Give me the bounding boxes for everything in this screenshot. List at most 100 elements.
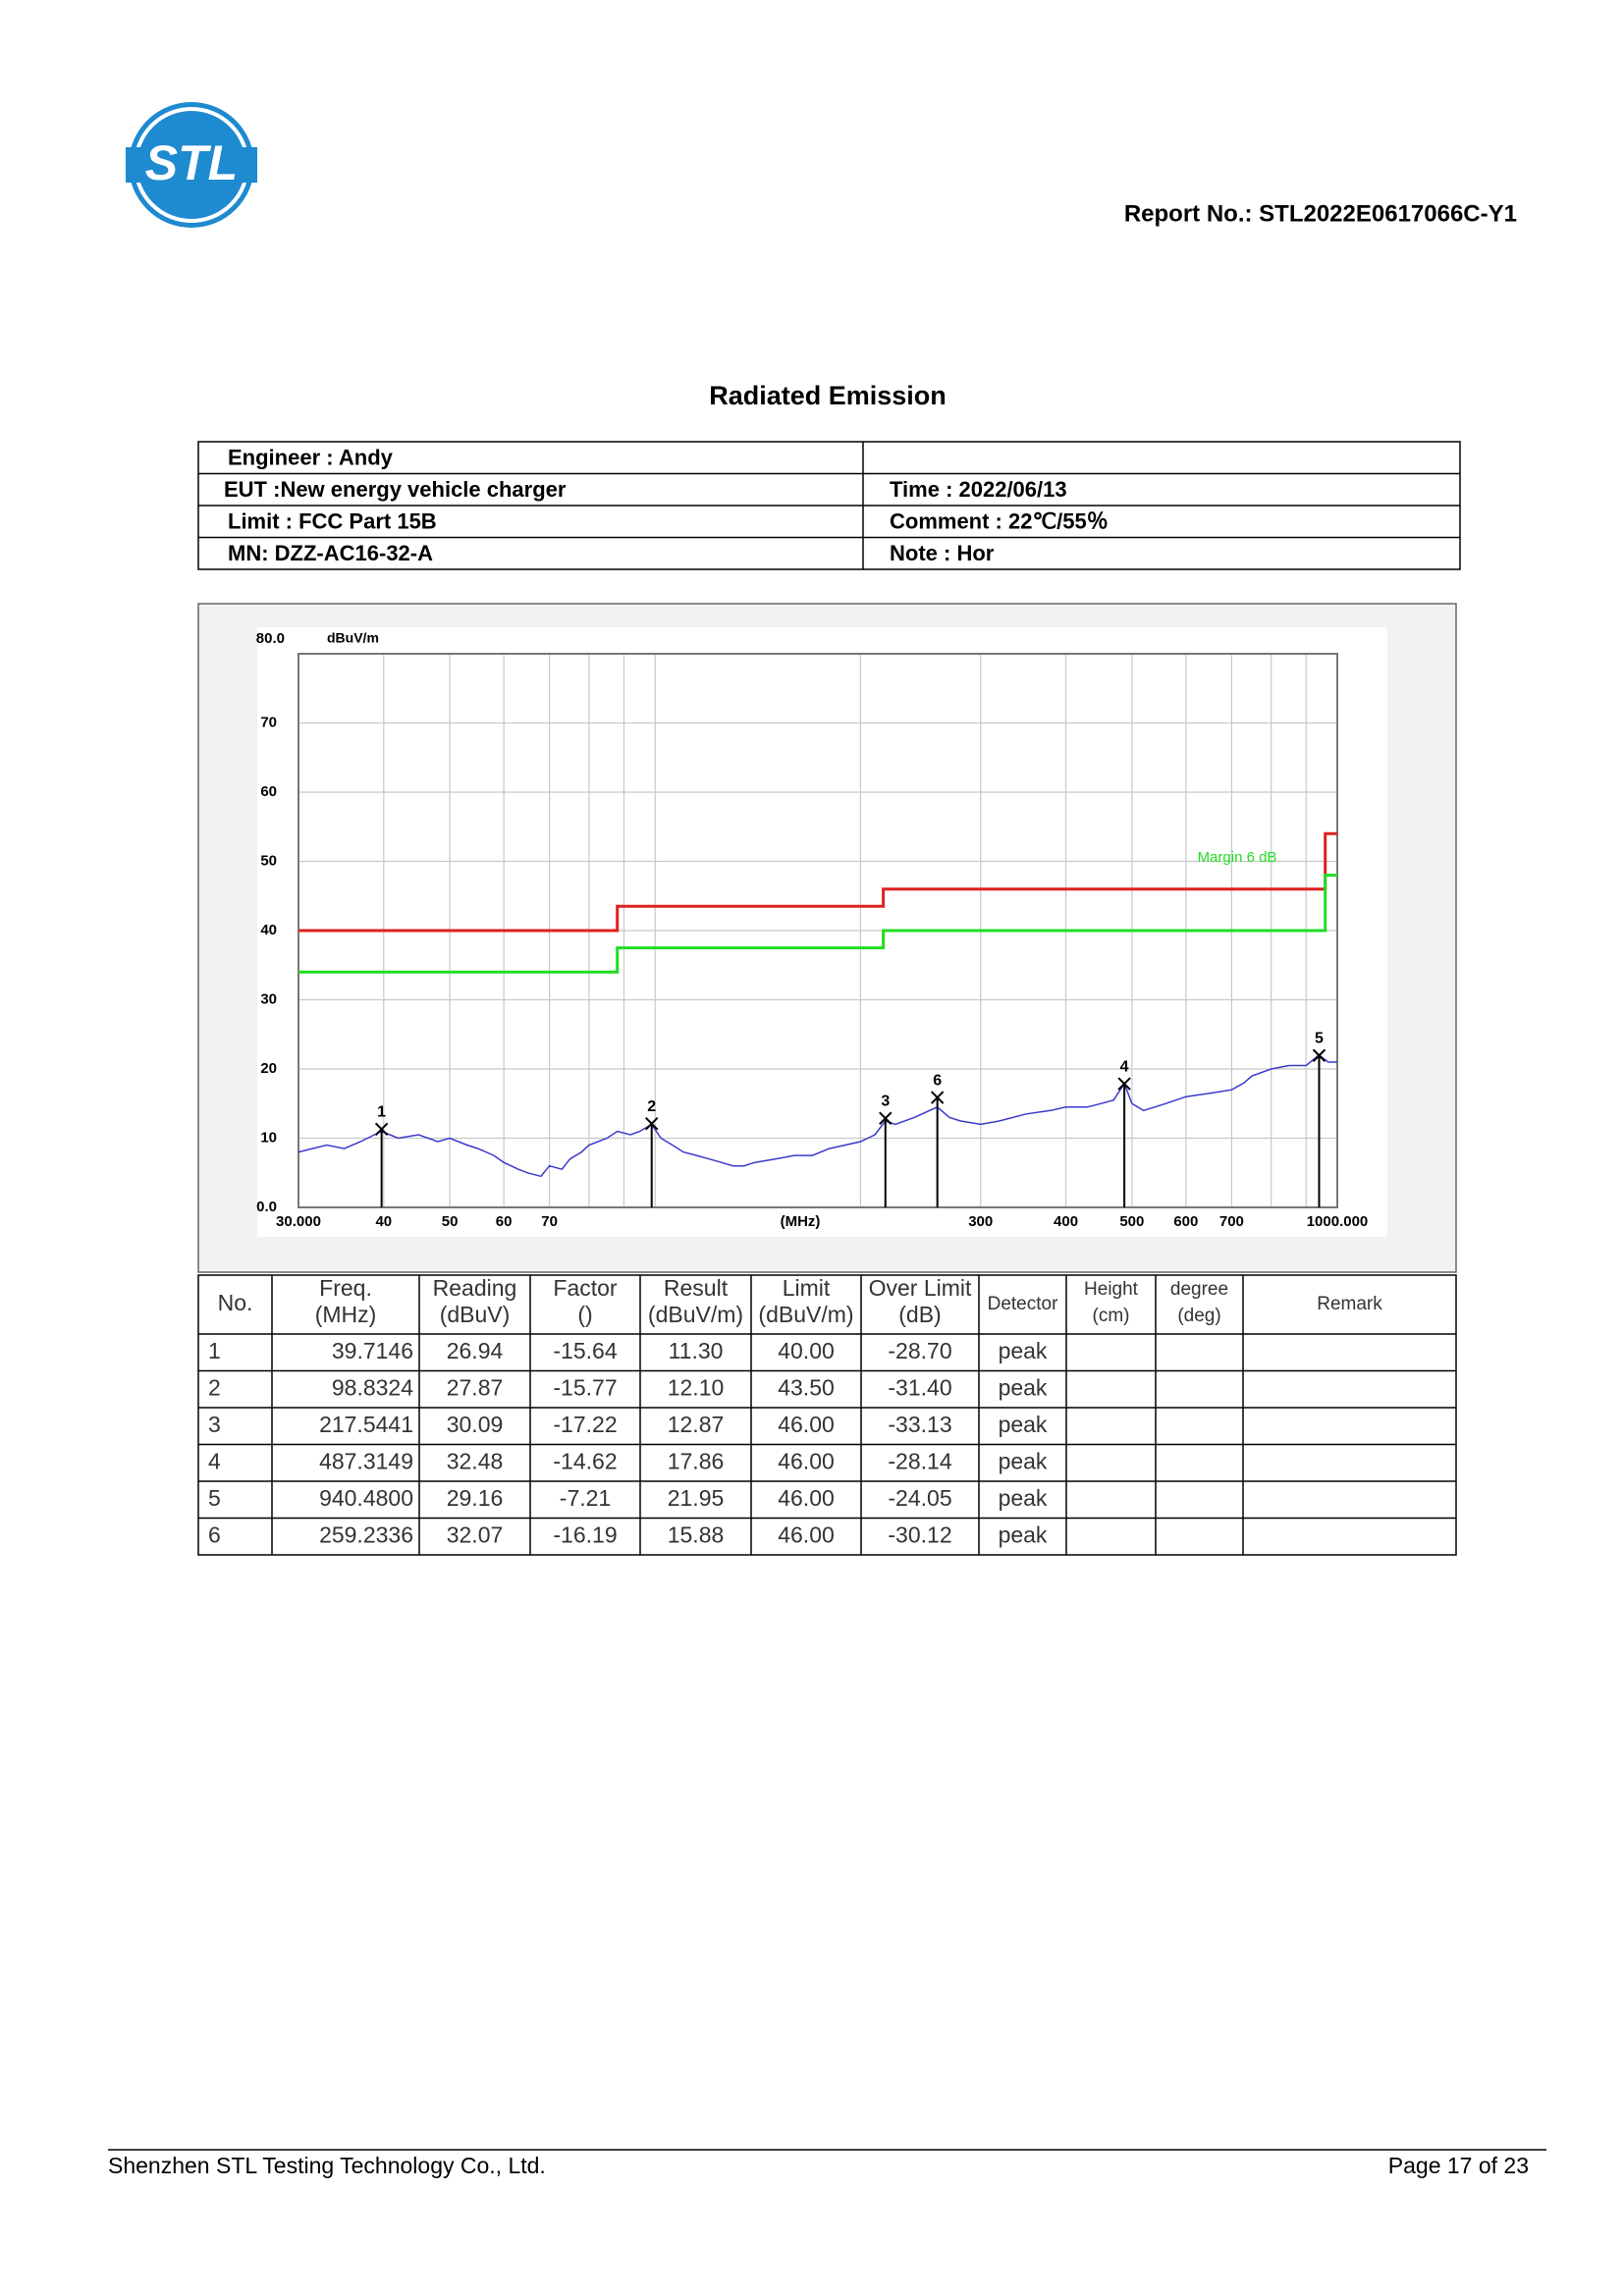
table-header: No. [218,1290,253,1315]
marker-label: 4 [1120,1058,1129,1075]
table-cell: 6 [208,1522,221,1547]
table-cell: 11.30 [669,1338,724,1363]
result-table: No. Freq.(MHz) Reading(dBuV) Factor() Result… [197,1274,1457,1556]
table-header: Detector [988,1294,1058,1314]
table-cell: -16.19 [553,1522,617,1547]
info-left: MN: DZZ-AC16-32-A [228,541,433,565]
y-tick-label: 50 [260,852,277,869]
table-cell: 940.4800 [319,1485,413,1511]
info-left: Limit : FCC Part 15B [228,509,437,534]
logo-text: STL [145,135,238,190]
table-cell: peak [999,1412,1048,1437]
table-cell: -15.64 [553,1338,617,1363]
table-header: (MHz) [315,1302,377,1327]
table-cell: 1 [208,1338,221,1363]
table-cell: 46.00 [778,1448,835,1473]
table-cell: 46.00 [778,1412,835,1437]
y-tick-label: 30 [260,990,277,1007]
series-line [298,1053,1337,1178]
x-tick-label: 30.000 [276,1213,321,1230]
table-cell: 98.8324 [332,1374,413,1400]
table-header: (deg) [1177,1306,1220,1326]
x-tick-label: 500 [1119,1213,1144,1230]
marker-cross [1117,1077,1131,1091]
x-tick-label: 1000.000 [1307,1213,1369,1230]
table-header: Over Limit [869,1275,972,1301]
y-unit: dBuV/m [327,630,379,646]
table-cell: peak [999,1448,1048,1473]
table-header: Result [664,1275,729,1301]
table-cell: 3 [208,1412,221,1437]
series-line [298,874,1337,974]
info-table: Engineer : Andy EUT :New energy vehicle c… [197,441,1461,570]
table-cell: 217.5441 [319,1412,413,1437]
table-border [197,1274,1457,1556]
table-cell: -17.22 [553,1412,617,1437]
table-cell: 32.48 [447,1448,504,1473]
marker-label: 2 [647,1098,656,1115]
y-tick-label: 60 [260,783,277,800]
margin-annotation: Margin 6 dB [1198,849,1277,866]
marker-cross [374,1122,389,1137]
x-tick-label: 400 [1054,1213,1078,1230]
table-cell: -7.21 [560,1485,611,1511]
table-cell: peak [999,1522,1048,1547]
x-tick-label: 40 [375,1213,392,1230]
table-header: (dB) [898,1302,941,1327]
table-cell: 43.50 [778,1374,835,1400]
y-tick-label: 20 [260,1060,277,1077]
table-cell: 30.09 [447,1412,504,1437]
table-cell: 21.95 [668,1485,725,1511]
marker-label: 6 [933,1072,942,1089]
y-tick-label: 40 [260,922,277,938]
table-cell: 4 [208,1448,221,1473]
marker-label: 1 [377,1104,386,1121]
marker-cross [645,1116,659,1131]
table-cell: -30.12 [888,1522,951,1547]
marker-cross [930,1091,945,1104]
table-cell: -31.40 [888,1374,951,1400]
table-cell: 17.86 [668,1448,725,1473]
table-header: Remark [1317,1294,1382,1314]
x-tick-label: 70 [541,1213,558,1230]
table-cell: 46.00 [778,1485,835,1511]
x-tick-label: 300 [968,1213,993,1230]
table-cell: 2 [208,1374,221,1400]
x-tick-label: 60 [496,1213,513,1230]
marker-label: 5 [1315,1030,1324,1046]
info-right: Time : 2022/06/13 [890,477,1067,502]
table-cell: peak [999,1485,1048,1511]
page-title: Radiated Emission [709,381,947,410]
table-header: (cm) [1093,1306,1130,1326]
table-header: Height [1084,1279,1139,1300]
x-tick-label: 50 [442,1213,459,1230]
info-right: Note : Hor [890,541,995,565]
footer-page: Page 17 of 23 [1388,2153,1529,2178]
table-cell: -28.70 [888,1338,951,1363]
table-cell: 39.7146 [332,1338,413,1363]
table-cell: -15.77 [553,1374,617,1400]
table-cell: 29.16 [447,1485,504,1511]
table-header: (dBuV) [440,1302,511,1327]
marker-cross [1312,1048,1326,1062]
info-left: Engineer : Andy [228,446,394,470]
table-cell: 487.3149 [319,1448,413,1473]
table-cell: 40.00 [778,1338,835,1363]
info-right: Comment : 22℃/55％ [890,509,1109,534]
report-number: Report No.: STL2022E0617066C-Y1 [1124,200,1517,227]
chart: 0.0 10 20 30 40 50 60 70 80.0 30.000 40 50 60 70 300 40… [197,603,1457,1273]
table-header: (dBuV/m) [648,1302,743,1327]
marker-cross [879,1111,893,1125]
table-cell: 46.00 [778,1522,835,1547]
table-cell: -24.05 [888,1485,951,1511]
x-tick-label: 600 [1173,1213,1198,1230]
info-left: EUT :New energy vehicle charger [224,477,567,502]
table-header: Factor [553,1275,618,1301]
table-cell: -33.13 [888,1412,951,1437]
y-tick-label: 0.0 [256,1199,277,1215]
x-tick-label: 700 [1219,1213,1244,1230]
table-cell: 12.87 [668,1412,725,1437]
table-cell: 5 [208,1485,221,1511]
